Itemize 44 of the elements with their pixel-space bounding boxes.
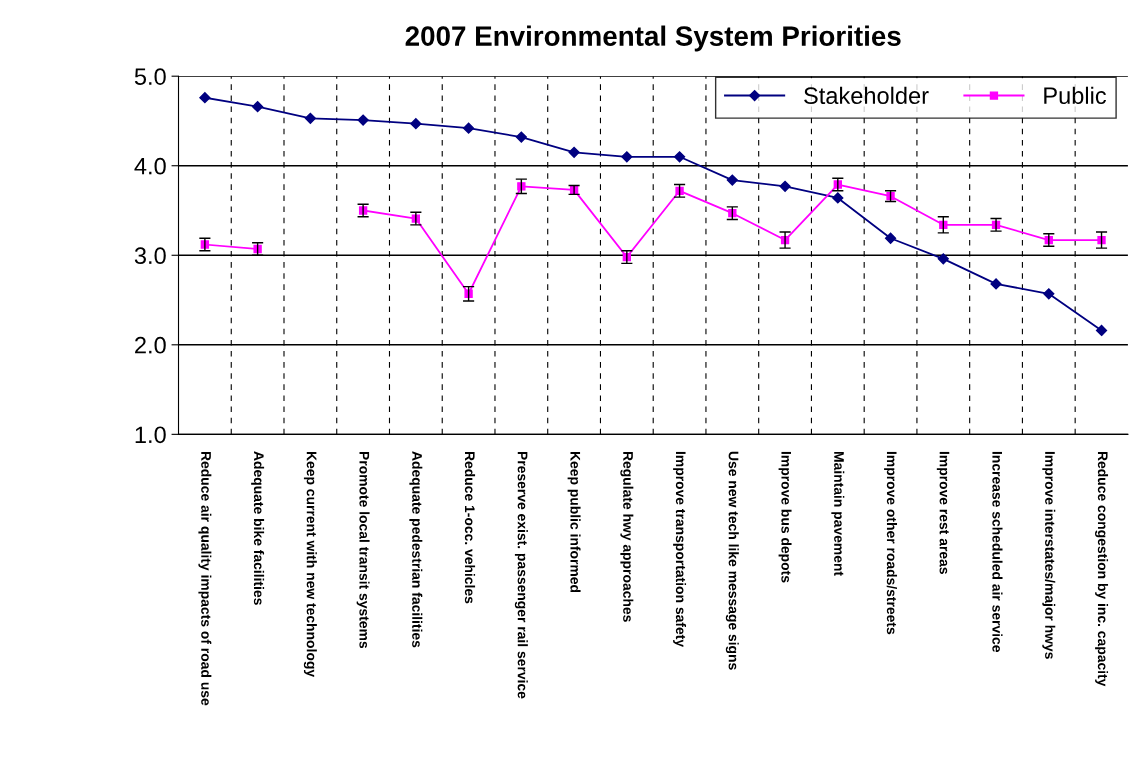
point [357,114,369,126]
x-tick-label: Improve bus depots [778,451,792,583]
y-tick-label: 5.0 [134,68,166,85]
y-tick-label: 3.0 [134,247,166,265]
legend-label: Public [1044,86,1107,105]
x-tick-label: Improve transportation safety [673,451,687,647]
x-tick-label: Reduce 1-occ. vehicles [464,451,476,604]
point [726,174,738,186]
y-tick-label: 1.0 [135,426,166,444]
x-tick-label: Preserve exist. passenger rail service [514,451,528,699]
point [990,278,1002,290]
x-tick-label: Keep current with new technology [303,451,317,678]
point [199,92,211,104]
point [779,180,791,192]
y-tick-label: 2.0 [135,336,166,354]
x-tick-label: Improve rest areas [936,451,950,574]
x-tick-label: Adequate pedestrian facilities [409,451,423,648]
x-tick-label: Reduce air quality impacts of road use [198,451,212,706]
x-tick-label: Promote local transit systems [356,451,370,649]
x-tick-label: Maintain pavement [831,451,845,576]
point [1043,288,1055,300]
chart-title: 2007 Environmental System Priorities [405,25,901,52]
x-tick-label: Improve interstates/major hwys [1042,451,1056,659]
x-tick-label: Adequate bike facilities [251,451,265,605]
point [1095,324,1108,337]
point [937,253,949,265]
point [673,151,686,163]
point [410,118,422,130]
x-tick-label: Keep public informed [567,451,581,593]
point [621,151,633,163]
point [832,192,844,204]
point [304,112,316,124]
legend-label: Stakeholder [804,86,929,105]
x-tick-label: Reduce congestion by inc. capacity [1095,451,1109,687]
point [884,232,897,244]
x-tick-label: Increase scheduled air service [992,451,1003,653]
x-tick-label: Use new tech like message signs [725,451,739,670]
point [462,122,475,134]
y-tick-label: 4.0 [134,157,166,175]
x-tick-label: Improve other roads/streets [884,451,898,635]
point [252,101,264,113]
x-tick-label: Regulate hwy approaches [620,451,634,622]
point [568,146,580,158]
point [515,131,527,143]
